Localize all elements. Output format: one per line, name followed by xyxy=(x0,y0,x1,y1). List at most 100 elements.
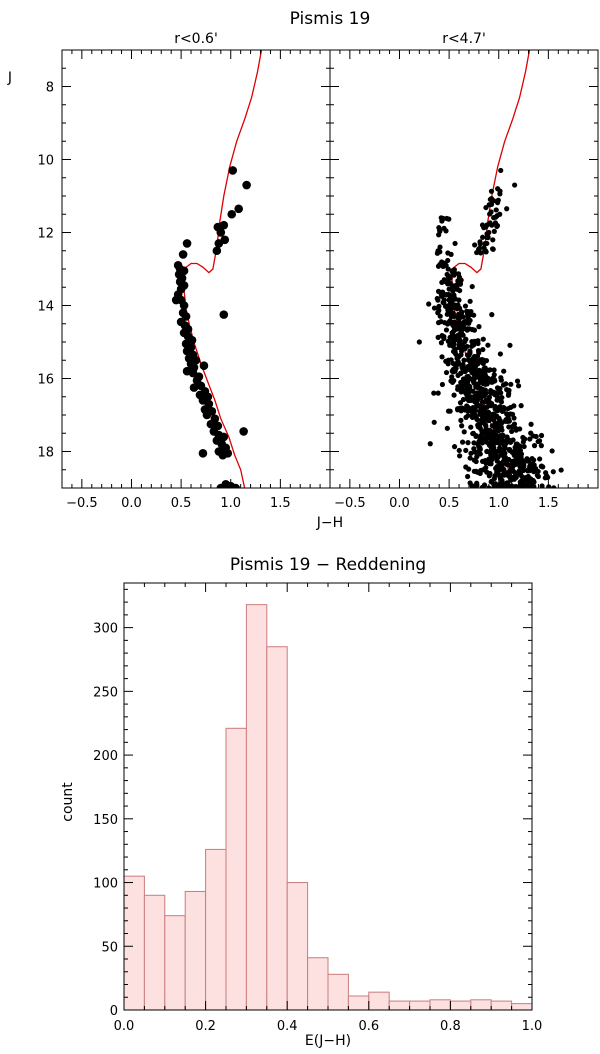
star-point xyxy=(513,447,519,453)
star-point xyxy=(444,425,450,431)
y-axis-label: count xyxy=(60,782,76,822)
star-point xyxy=(522,436,528,442)
tick-labels: −0.5 0.0 0.5 1.0 1.5 8 10 12 14 16 18 xyxy=(37,81,290,512)
star-point xyxy=(445,266,451,272)
star-point xyxy=(491,485,497,488)
star-point xyxy=(471,376,477,382)
star-point xyxy=(463,464,469,470)
star-point xyxy=(457,287,463,294)
star-point xyxy=(472,363,479,370)
histogram-title: Pismis 19 − Reddening xyxy=(230,555,426,575)
x-tick-label: 0.5 xyxy=(439,496,460,511)
star-point xyxy=(472,413,478,419)
star-point xyxy=(212,246,222,256)
star-point xyxy=(443,303,449,310)
star-point xyxy=(468,450,474,456)
star-point xyxy=(480,234,486,240)
star-point xyxy=(477,437,483,443)
star-point xyxy=(471,457,477,463)
star-point xyxy=(443,358,449,364)
histogram-bar xyxy=(327,973,349,1011)
star-point xyxy=(218,450,228,460)
star-point xyxy=(538,432,545,439)
star-point xyxy=(481,482,488,488)
star-point xyxy=(482,241,488,247)
star-point xyxy=(462,303,469,309)
figure-title: Pismis 19 xyxy=(290,9,371,29)
star-point xyxy=(549,448,555,454)
star-point xyxy=(441,277,447,283)
star-point xyxy=(499,394,505,401)
star-point xyxy=(521,443,527,450)
star-point xyxy=(483,464,489,471)
stars-layer xyxy=(416,167,564,494)
star-point xyxy=(487,427,493,433)
star-point xyxy=(503,417,509,423)
star-point xyxy=(491,198,497,204)
x-tick-label: 1.0 xyxy=(220,496,241,511)
star-point xyxy=(451,392,457,398)
star-point xyxy=(445,338,451,344)
star-point xyxy=(234,204,243,214)
star-point xyxy=(483,204,489,211)
star-point xyxy=(219,310,229,319)
star-point xyxy=(506,437,512,443)
star-point xyxy=(431,390,437,396)
star-point xyxy=(513,474,519,481)
star-point xyxy=(525,467,531,473)
star-point xyxy=(473,384,479,390)
y-tick-label: 16 xyxy=(37,373,54,388)
star-point xyxy=(450,304,456,311)
histogram-bar xyxy=(347,995,370,1011)
star-point xyxy=(466,309,472,315)
star-point xyxy=(488,388,494,394)
y-tick-label: 0 xyxy=(110,1004,118,1019)
star-point xyxy=(545,474,551,480)
star-point xyxy=(189,383,199,392)
star-point xyxy=(507,475,513,481)
star-point xyxy=(497,351,503,357)
x-tick-label: 0.6 xyxy=(358,1019,379,1034)
star-point xyxy=(531,443,538,449)
star-point xyxy=(477,239,483,245)
star-point xyxy=(452,362,458,368)
star-point xyxy=(521,461,527,467)
star-point xyxy=(436,303,442,309)
star-point xyxy=(453,324,459,330)
star-point xyxy=(516,452,523,458)
star-point xyxy=(445,408,452,414)
y-tick-label: 50 xyxy=(101,940,118,955)
x-tick-label: 0.5 xyxy=(171,496,192,511)
star-point xyxy=(459,423,465,429)
star-point xyxy=(492,481,499,487)
x-axis-label: E(J−H) xyxy=(305,1033,351,1049)
star-point xyxy=(491,215,497,221)
star-point xyxy=(493,413,500,419)
star-point xyxy=(431,305,438,311)
star-point xyxy=(558,467,564,473)
star-point xyxy=(529,456,535,462)
star-point xyxy=(435,297,441,303)
star-point xyxy=(538,443,544,449)
star-point xyxy=(482,371,488,378)
star-point xyxy=(508,381,514,387)
star-point xyxy=(486,367,492,373)
star-point xyxy=(439,381,446,388)
star-point xyxy=(239,427,248,436)
cmd-panel-outer: r<4.7' −0.5 0.0 0.5 1.0 1.5 xyxy=(329,31,599,511)
star-point xyxy=(550,469,556,475)
histogram-bar xyxy=(490,1000,513,1011)
star-point xyxy=(462,345,468,352)
star-point xyxy=(543,470,549,476)
star-point xyxy=(463,447,469,454)
star-point xyxy=(484,222,490,228)
star-point xyxy=(511,452,517,458)
star-point xyxy=(457,330,463,337)
star-point xyxy=(479,405,485,411)
star-point xyxy=(535,489,540,494)
star-point xyxy=(499,472,505,478)
star-point xyxy=(471,380,477,386)
star-point xyxy=(463,376,469,382)
star-point xyxy=(470,359,476,365)
star-point xyxy=(472,339,478,345)
